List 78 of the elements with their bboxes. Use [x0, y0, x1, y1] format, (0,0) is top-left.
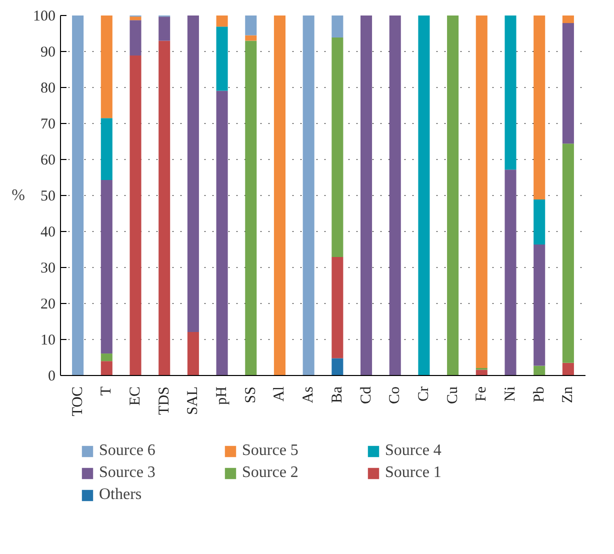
- bar: [332, 16, 344, 38]
- x-tick-label: SAL: [185, 386, 202, 415]
- y-tick-label: 90: [40, 44, 56, 60]
- bar: [332, 37, 344, 258]
- bar: [418, 16, 430, 376]
- bar: [100, 118, 112, 180]
- bar: [216, 26, 228, 91]
- x-tick-label: As: [300, 386, 317, 404]
- y-tick-label: 70: [40, 116, 56, 132]
- x-tick-label: Cu: [444, 386, 461, 404]
- x-tick-label: pH: [214, 386, 230, 405]
- legend-label: Source 1: [385, 464, 442, 482]
- legend-label: Source 2: [242, 464, 300, 482]
- bar: [100, 354, 112, 362]
- bar: [504, 170, 516, 376]
- y-tick-label: 10: [40, 332, 56, 348]
- bar: [562, 362, 574, 376]
- bar: [476, 16, 488, 368]
- x-tick-label: Zn: [560, 386, 576, 404]
- bar: [158, 40, 170, 376]
- x-tick-label: Co: [387, 386, 404, 404]
- bar: [245, 35, 257, 41]
- y-tick-label: 30: [40, 260, 56, 276]
- bar: [562, 144, 574, 363]
- y-tick-label: 0: [48, 368, 56, 384]
- y-tick-label: 80: [40, 80, 56, 96]
- y-tick-label: 40: [40, 224, 56, 240]
- bar: [534, 366, 546, 376]
- bar: [158, 16, 170, 41]
- x-tick-label: TOC: [70, 386, 86, 416]
- bar: [72, 16, 84, 376]
- y-axis-title: %: [12, 187, 25, 204]
- x-tick-label: SS: [242, 386, 259, 404]
- bar: [187, 332, 199, 376]
- bar: [476, 370, 488, 376]
- x-tick-label: Cd: [358, 386, 374, 404]
- bar: [332, 358, 344, 376]
- bar: [332, 257, 344, 358]
- bar: [130, 20, 142, 56]
- x-tick-label: Al: [272, 386, 288, 402]
- bar: [447, 16, 459, 376]
- y-tick-label: 50: [40, 188, 56, 204]
- x-tick-label: TDS: [156, 386, 172, 415]
- x-tick-label: Ba: [329, 386, 346, 404]
- bar: [130, 16, 142, 20]
- bar: [274, 16, 286, 376]
- bar: [504, 16, 516, 170]
- bar: [130, 55, 142, 376]
- legend-label: Source 3: [99, 464, 156, 482]
- legend-label: Source 6: [99, 442, 156, 460]
- x-tick-label: Ni: [502, 386, 518, 402]
- bar: [100, 16, 112, 118]
- x-tick-label: Pb: [531, 386, 548, 402]
- bar: [360, 16, 372, 376]
- x-tick-label: EC: [128, 386, 144, 406]
- bar: [534, 244, 546, 366]
- x-tick-label: Fe: [474, 386, 490, 402]
- bar: [562, 16, 574, 24]
- bar: [245, 40, 257, 376]
- y-tick-label: 20: [40, 296, 56, 312]
- bar: [562, 23, 574, 144]
- legend-label: Source 5: [242, 442, 300, 460]
- x-tick-label: Cr: [416, 386, 432, 402]
- bar: [216, 16, 228, 27]
- bar: [100, 180, 112, 354]
- bar: [216, 90, 228, 376]
- y-tick-label: 60: [40, 152, 56, 168]
- legend-label: Others: [99, 486, 143, 504]
- bar: [534, 199, 546, 244]
- bar: [187, 16, 199, 332]
- bar: [245, 16, 257, 36]
- legend-label: Source 4: [385, 442, 442, 460]
- bar: [389, 16, 401, 376]
- bar: [100, 361, 112, 376]
- bar: [534, 16, 546, 200]
- x-tick-label: T: [98, 386, 115, 396]
- y-tick-label: 100: [33, 8, 56, 24]
- bar: [302, 16, 314, 376]
